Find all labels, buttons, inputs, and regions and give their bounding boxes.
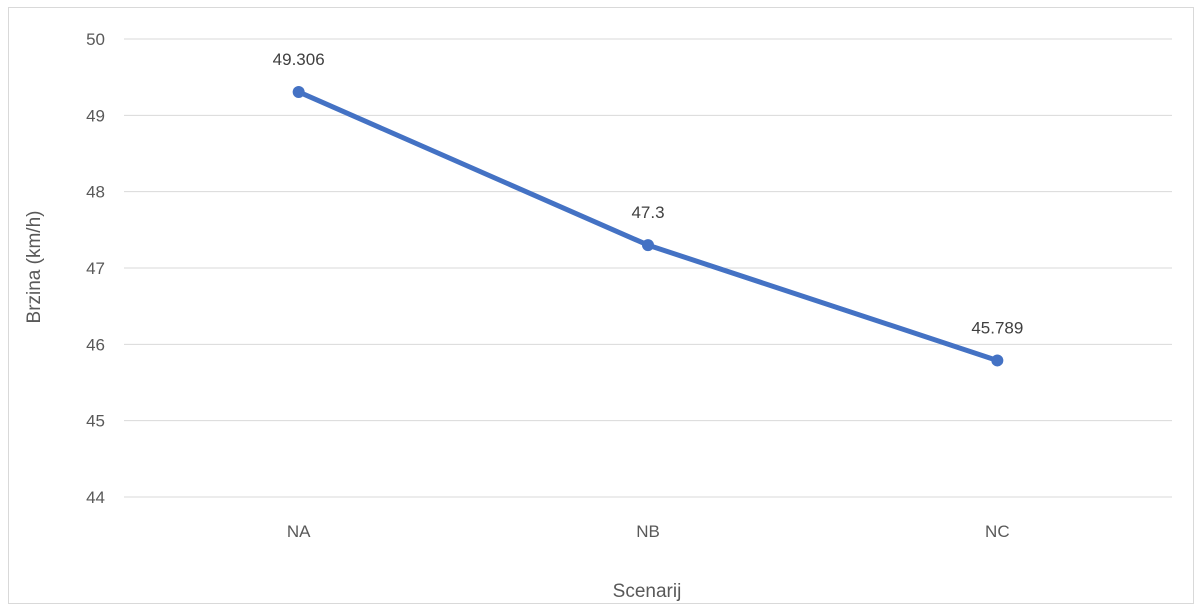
y-tick-label: 47: [86, 259, 105, 278]
data-label-na: 49.306: [273, 50, 325, 69]
data-point-nc: [991, 354, 1004, 367]
data-point-na: [292, 85, 305, 98]
y-tick-label: 50: [86, 30, 105, 49]
series-line: [296, 89, 1000, 363]
x-tick-label: NC: [985, 522, 1010, 541]
y-tick-label: 45: [86, 412, 105, 431]
gridlines: [124, 38, 1172, 498]
x-tick-labels: NA NB NC: [287, 522, 1010, 541]
data-labels: 49.306 47.3 45.789: [273, 50, 1024, 337]
y-axis-title: Brzina (km/h): [24, 211, 45, 324]
y-tick-label: 44: [86, 488, 105, 507]
x-tick-label: NA: [287, 522, 311, 541]
y-tick-label: 49: [86, 106, 105, 125]
data-label-nc: 45.789: [971, 318, 1023, 337]
y-tick-label: 46: [86, 335, 105, 354]
y-tick-labels: 44 45 46 47 48 49 50: [86, 30, 105, 507]
x-axis-title: Scenarij: [613, 581, 682, 602]
data-label-nb: 47.3: [631, 203, 664, 222]
chart-frame: [8, 7, 1194, 604]
y-tick-label: 48: [86, 183, 105, 202]
series-layer: [292, 85, 1004, 367]
x-tick-label: NB: [636, 522, 660, 541]
data-point-nb: [642, 239, 654, 252]
